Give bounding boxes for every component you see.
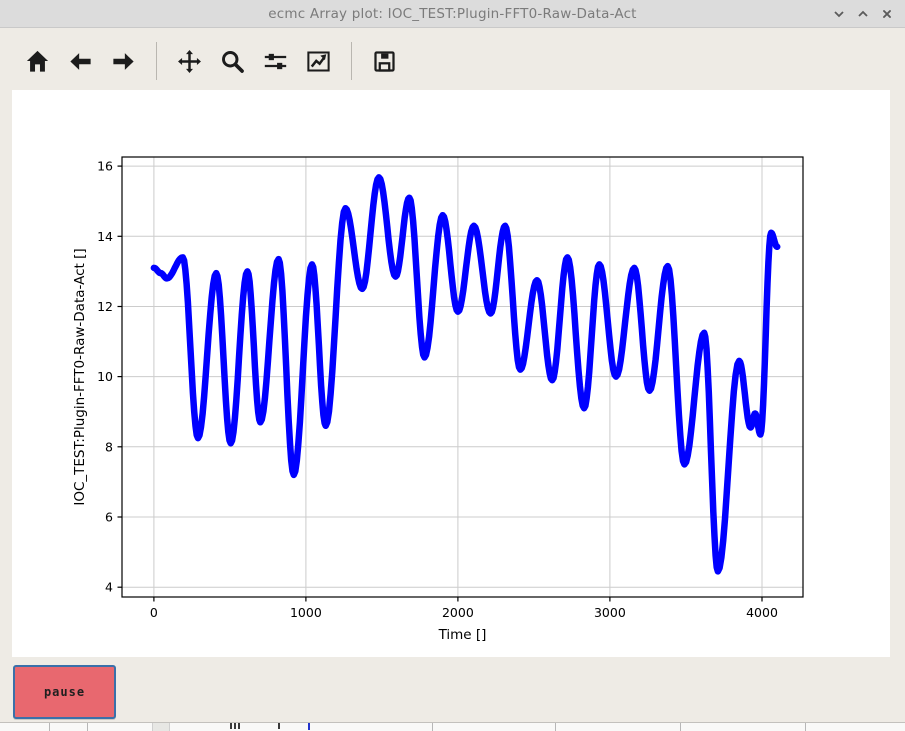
toolbar-separator (351, 42, 352, 80)
strip-separator (555, 723, 556, 731)
svg-text:0: 0 (150, 605, 158, 620)
strip-separator (49, 723, 50, 731)
window-titlebar[interactable]: ecmc Array plot: IOC_TEST:Plugin-FFT0-Ra… (0, 0, 905, 28)
chevron-down-icon (834, 10, 844, 17)
forward-button[interactable] (107, 41, 141, 81)
y-axis-label: IOC_TEST:Plugin-FFT0-Raw-Data-Act [] (72, 248, 88, 505)
close-button[interactable] (875, 2, 899, 26)
chart-line-icon (307, 50, 330, 72)
strip-mark-dark (278, 723, 280, 729)
strip-separator (680, 723, 681, 731)
tick-labels: 0 1000 2000 3000 4000 4 6 8 10 12 14 16 (97, 159, 778, 620)
pan-button[interactable] (173, 41, 207, 81)
configure-subplots-button[interactable] (259, 41, 293, 81)
minimize-button[interactable] (827, 2, 851, 26)
axis-ticks (117, 165, 763, 602)
svg-text:3000: 3000 (594, 605, 626, 620)
customize-axes-button[interactable] (302, 41, 336, 81)
arrow-right-icon (113, 52, 134, 70)
background-window-edge (0, 722, 905, 731)
window-controls (827, 0, 899, 27)
close-icon (883, 9, 891, 18)
chevron-up-icon (858, 10, 868, 17)
array-plot[interactable]: 0 1000 2000 3000 4000 4 6 8 10 12 14 16 Time [] IOC_T… (12, 90, 890, 657)
floppy-icon (374, 50, 395, 72)
svg-text:4: 4 (105, 580, 113, 595)
data-series (150, 174, 781, 575)
svg-text:1000: 1000 (290, 605, 322, 620)
svg-text:6: 6 (105, 510, 113, 525)
strip-button-edge (152, 723, 170, 731)
strip-separator (805, 723, 806, 731)
x-axis-label: Time [] (438, 627, 487, 643)
plot-canvas[interactable]: 0 1000 2000 3000 4000 4 6 8 10 12 14 16 Time [] IOC_T… (12, 90, 890, 657)
toolbar-separator (156, 42, 157, 80)
strip-mark-blue (308, 723, 310, 730)
home-button[interactable] (21, 41, 55, 81)
svg-text:4000: 4000 (746, 605, 778, 620)
magnifier-icon (222, 50, 244, 73)
move-icon (178, 49, 201, 73)
arrow-left-icon (70, 52, 91, 70)
svg-text:2000: 2000 (442, 605, 474, 620)
svg-text:12: 12 (97, 299, 113, 314)
navigation-toolbar (16, 39, 406, 83)
strip-separator (432, 723, 433, 731)
pause-button[interactable]: pause (13, 665, 116, 719)
strip-mark-dark (234, 723, 236, 729)
zoom-button[interactable] (216, 41, 250, 81)
svg-text:8: 8 (105, 439, 113, 454)
pause-button-label: pause (43, 685, 86, 699)
back-button[interactable] (64, 41, 98, 81)
sliders-icon (264, 53, 287, 69)
home-icon (26, 50, 49, 72)
strip-mark-dark (238, 723, 240, 729)
strip-separator (87, 723, 88, 731)
svg-text:10: 10 (97, 369, 113, 384)
svg-text:14: 14 (97, 229, 113, 244)
maximize-button[interactable] (851, 2, 875, 26)
window-title: ecmc Array plot: IOC_TEST:Plugin-FFT0-Ra… (268, 5, 637, 22)
svg-text:16: 16 (97, 159, 113, 174)
strip-mark-dark (230, 723, 232, 729)
save-button[interactable] (368, 41, 402, 81)
